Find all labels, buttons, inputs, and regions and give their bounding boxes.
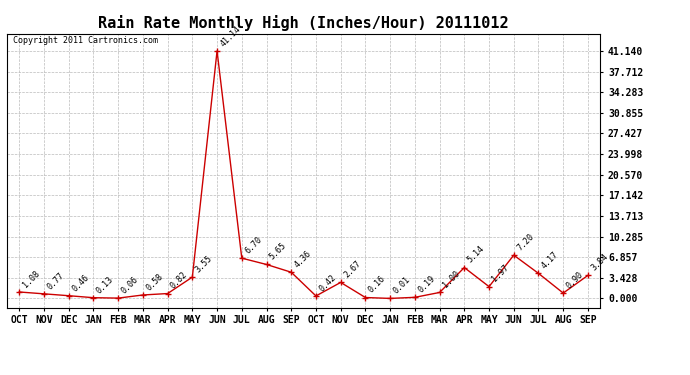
- Text: 7.20: 7.20: [515, 232, 535, 252]
- Text: 0.42: 0.42: [317, 273, 338, 293]
- Text: 0.46: 0.46: [70, 272, 90, 293]
- Text: 0.06: 0.06: [119, 275, 140, 296]
- Text: 2.67: 2.67: [342, 259, 362, 280]
- Text: 0.19: 0.19: [416, 274, 437, 294]
- Text: 41.14: 41.14: [219, 24, 242, 48]
- Text: 3.84: 3.84: [589, 252, 610, 273]
- Text: 5.14: 5.14: [466, 244, 486, 265]
- Text: 0.58: 0.58: [144, 272, 165, 292]
- Text: 3.55: 3.55: [194, 254, 214, 274]
- Text: 4.36: 4.36: [293, 249, 313, 270]
- Text: 1.00: 1.00: [441, 269, 462, 290]
- Text: 0.82: 0.82: [169, 270, 190, 291]
- Text: Copyright 2011 Cartronics.com: Copyright 2011 Cartronics.com: [13, 36, 158, 45]
- Text: 0.77: 0.77: [46, 270, 66, 291]
- Text: 1.97: 1.97: [491, 263, 511, 284]
- Text: 0.16: 0.16: [367, 274, 387, 295]
- Text: 6.70: 6.70: [243, 235, 264, 255]
- Text: 4.17: 4.17: [540, 250, 560, 271]
- Text: 0.90: 0.90: [564, 270, 585, 290]
- Text: Rain Rate Monthly High (Inches/Hour) 20111012: Rain Rate Monthly High (Inches/Hour) 201…: [98, 15, 509, 31]
- Text: 0.13: 0.13: [95, 274, 115, 295]
- Text: 1.08: 1.08: [21, 269, 41, 289]
- Text: 5.65: 5.65: [268, 241, 288, 262]
- Text: 0.01: 0.01: [391, 275, 412, 296]
